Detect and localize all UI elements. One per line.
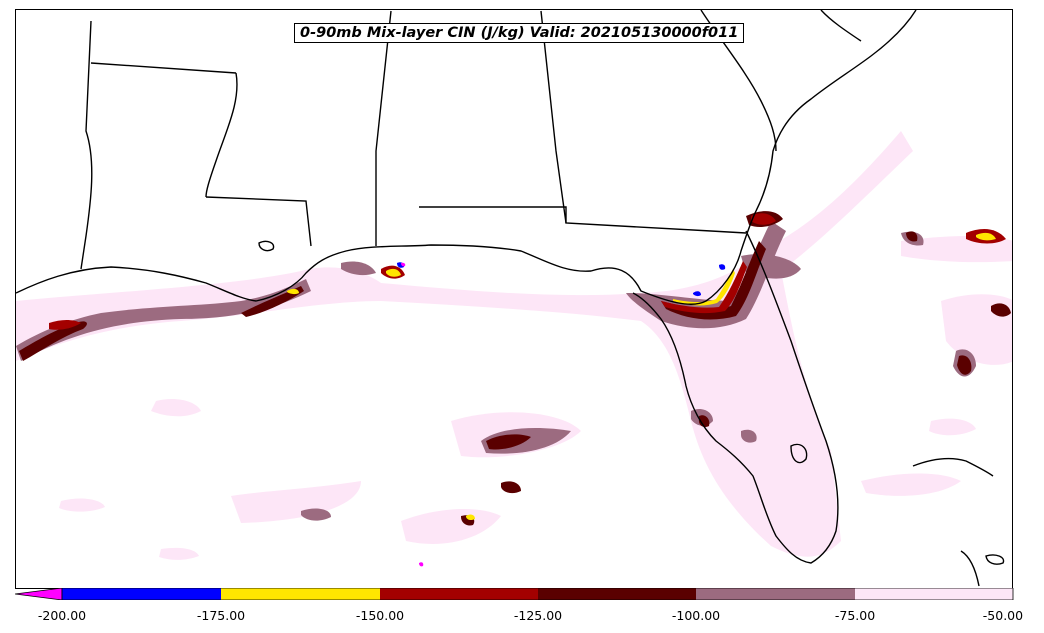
- colorbar-tick-label: -50.00: [982, 608, 1024, 623]
- cin-map: [16, 10, 1012, 587]
- gulf-coastline: [16, 210, 757, 305]
- island-small-2: [258, 240, 275, 252]
- colorbar-tick-label: -75.00: [834, 608, 876, 623]
- map-panel: 0-90mb Mix-layer CIN (J/kg) Valid: 20210…: [15, 9, 1013, 589]
- island-bahamas: [960, 550, 980, 587]
- state-border-ms-al: [375, 10, 392, 246]
- cin-field-light: [16, 131, 1012, 560]
- state-border-fl-al: [419, 206, 747, 234]
- state-border-tx-la: [80, 20, 93, 270]
- colorbar-segment-mauve: [696, 588, 855, 600]
- colorbar-tick-label: -125.00: [513, 608, 563, 623]
- map-title: 0-90mb Mix-layer CIN (J/kg) Valid: 20210…: [294, 23, 745, 43]
- colorbar-extend-arrow: [15, 588, 63, 600]
- colorbar-tick-label: -200.00: [37, 608, 87, 623]
- island-small-1: [790, 443, 808, 464]
- cin-field-darkred: [19, 211, 1011, 526]
- state-border-nc-sc: [820, 10, 862, 42]
- colorbar-segment-blue: [62, 588, 221, 600]
- cin-field-blue: [397, 262, 726, 297]
- colorbar-segment-darkred: [538, 588, 696, 600]
- state-border-la-ms: [205, 196, 312, 247]
- state-border-al-ga: [540, 10, 567, 224]
- colorbar-tick-label: -150.00: [355, 608, 405, 623]
- colorbar-segment-yellow: [221, 588, 380, 600]
- state-border-la-ar: [90, 62, 237, 74]
- island-small-3: [985, 554, 1005, 565]
- cin-field-magenta: [401, 262, 424, 567]
- colorbar: [15, 588, 1014, 600]
- colorbar-segment-red: [380, 588, 538, 600]
- cin-field-yellow: [287, 232, 996, 521]
- island-cuba: [912, 457, 994, 477]
- colorbar-tick-label: -100.00: [671, 608, 721, 623]
- colorbar-tick-label: -175.00: [196, 608, 246, 623]
- florida-coastline: [632, 230, 839, 564]
- atlantic-coastline: [755, 10, 917, 212]
- state-border-ms-river: [205, 72, 238, 198]
- colorbar-segment-lightpink: [855, 588, 1013, 600]
